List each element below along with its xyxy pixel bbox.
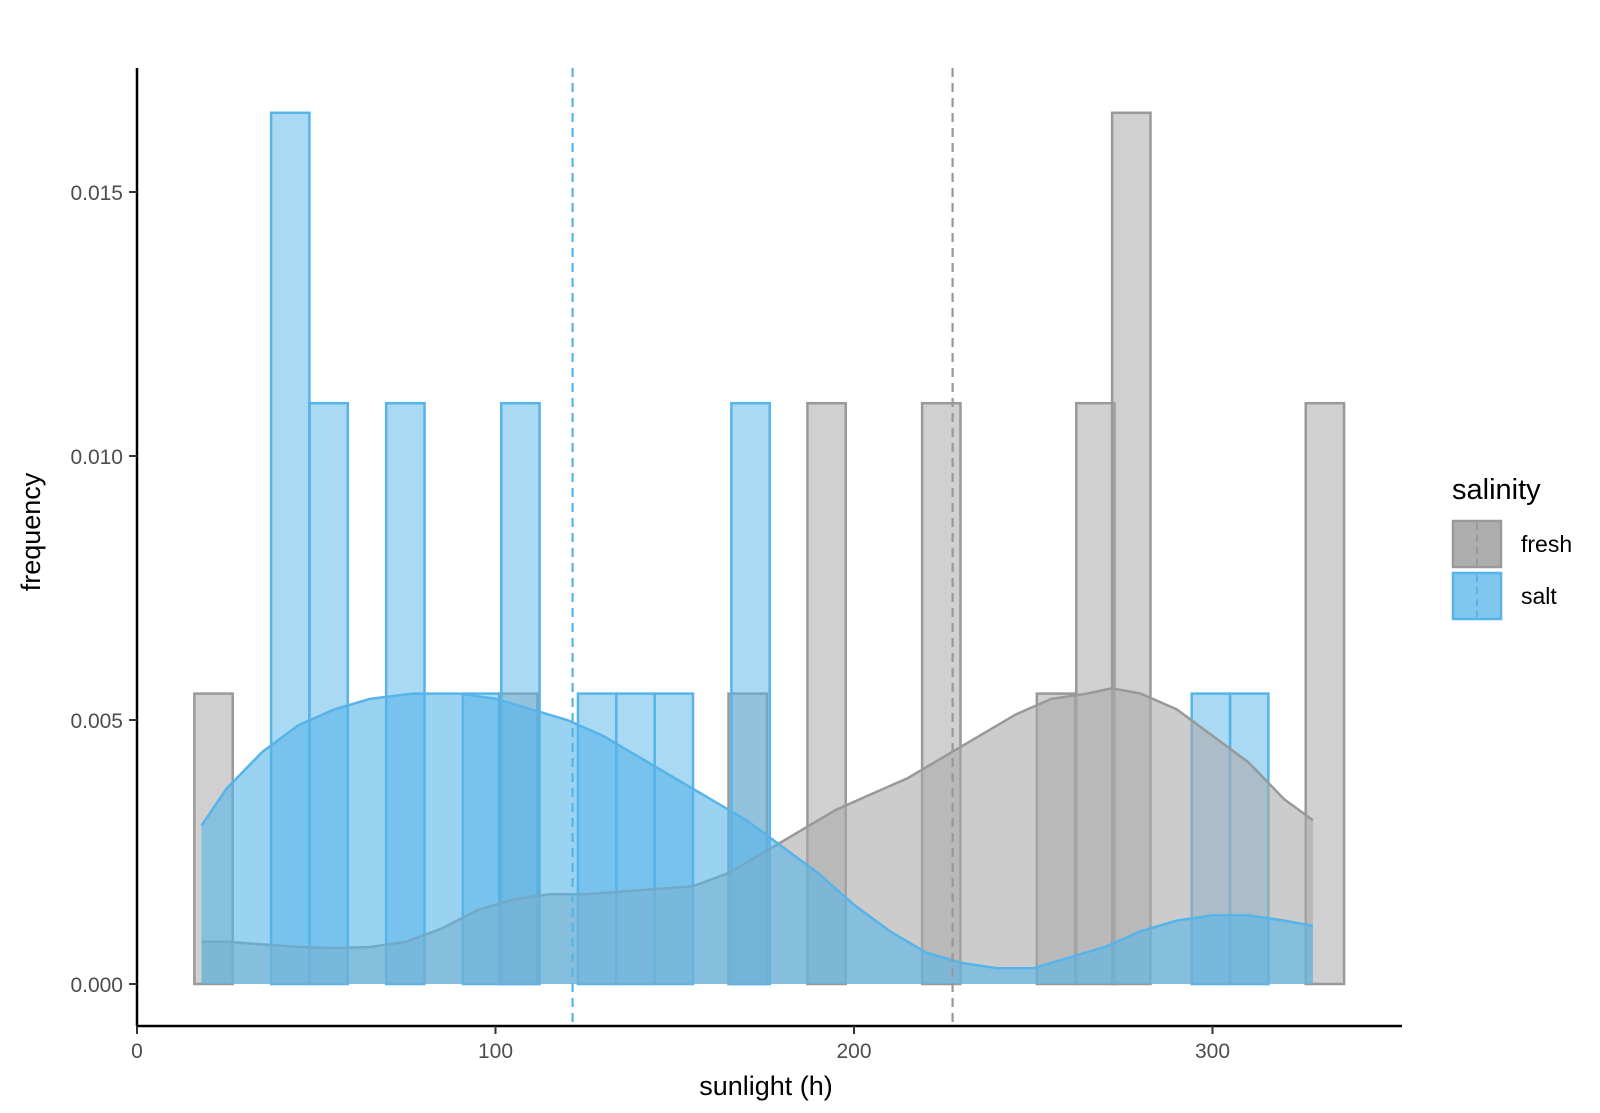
legend-label-fresh: fresh: [1521, 531, 1572, 557]
x-axis-title: sunlight (h): [699, 1071, 833, 1101]
mean-lines: [571, 68, 954, 1026]
y-tick-label: 0.015: [70, 182, 123, 205]
density-area-salt: [201, 693, 1313, 984]
x-tick-label: 100: [478, 1040, 513, 1063]
ticks: 0 100 200 300 0.000 0.005 0.010 0.015: [70, 182, 1230, 1063]
density-line-salt: [200, 692, 1314, 970]
x-tick-label: 200: [836, 1040, 871, 1063]
y-tick-label: 0.000: [70, 974, 123, 997]
legend-title: salinity: [1452, 474, 1541, 506]
axes: [135, 68, 1402, 1028]
x-tick-label: 300: [1195, 1040, 1230, 1063]
y-axis-title: frequency: [16, 472, 46, 591]
legend: salinity fresh salt: [1451, 474, 1572, 621]
density-curves: [200, 687, 1314, 984]
legend-label-salt: salt: [1521, 583, 1557, 609]
y-tick-label: 0.010: [70, 446, 123, 469]
x-tick-label: 0: [131, 1040, 143, 1063]
y-tick-label: 0.005: [70, 710, 123, 733]
